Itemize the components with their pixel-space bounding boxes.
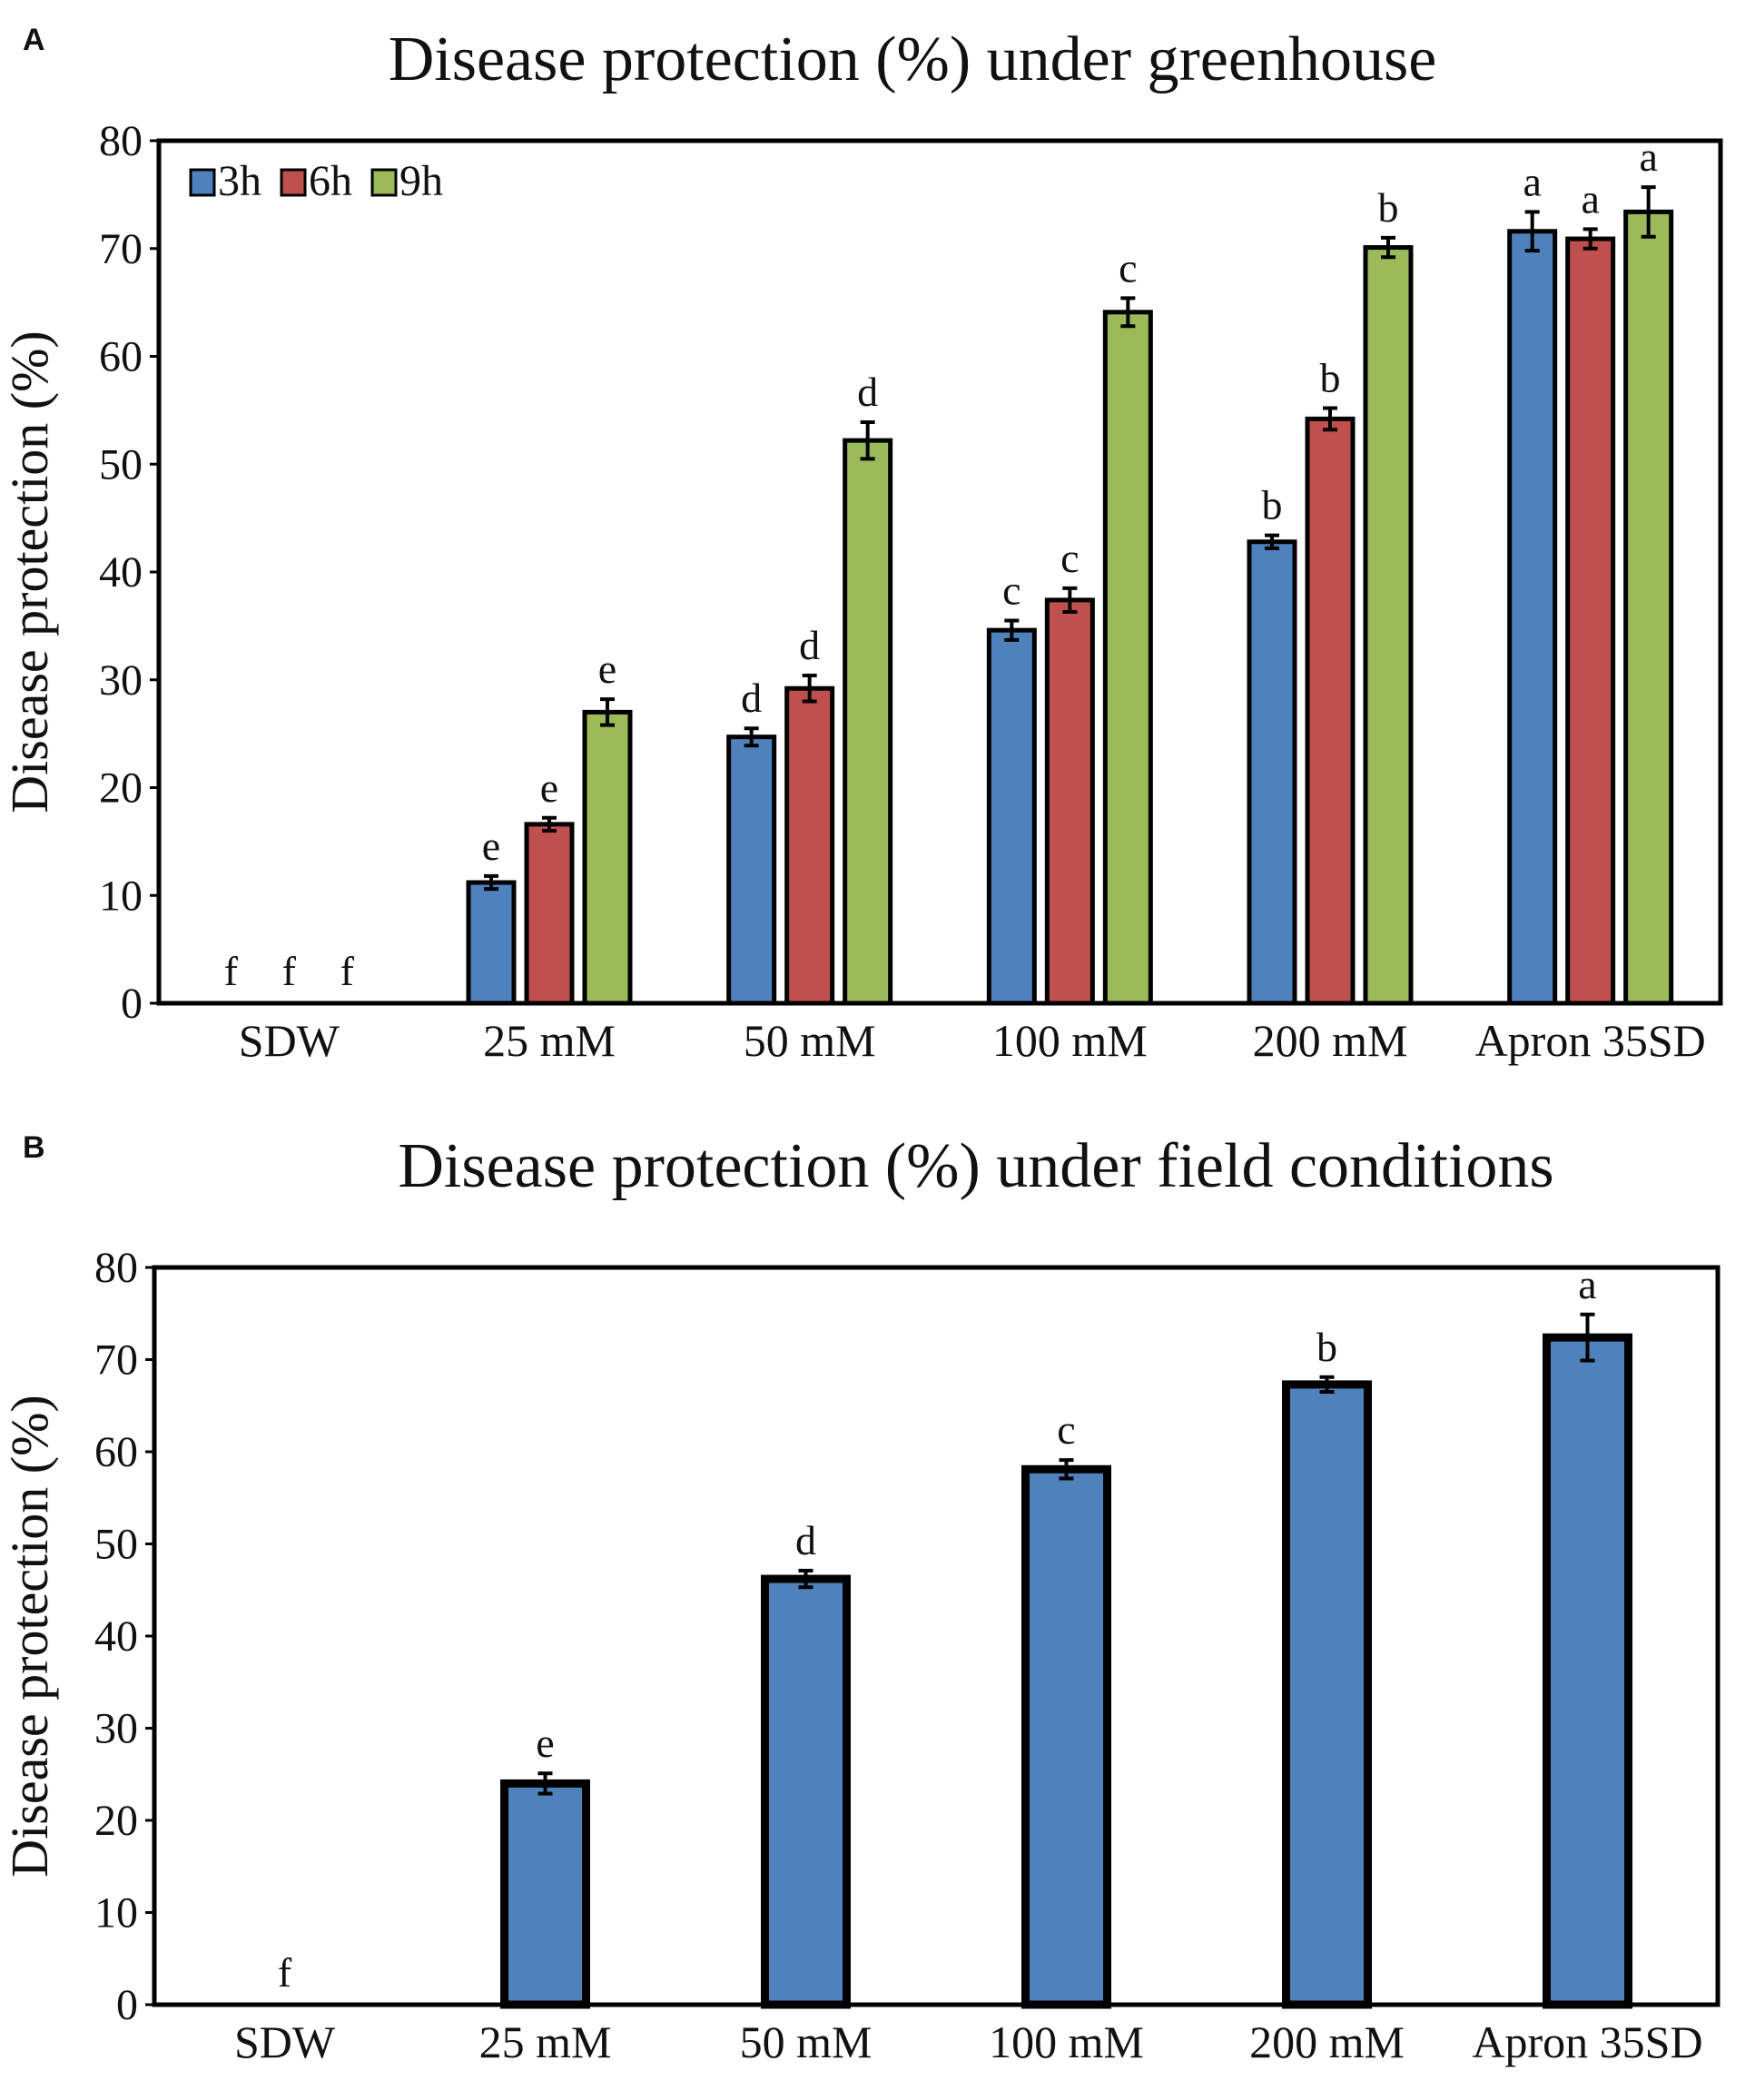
x-tick-label-50-mm: 50 mM	[744, 1015, 876, 1066]
y-tick-label: 30	[94, 1705, 138, 1753]
significance-letter: d	[795, 1517, 816, 1563]
legend: 3h 6h 9h	[189, 157, 443, 205]
y-tick-label: 70	[99, 225, 143, 273]
x-tick-label-sdw: SDW	[234, 2016, 336, 2067]
y-tick-label: 10	[99, 872, 143, 920]
y-tick-label: 0	[116, 1981, 138, 2029]
bar-3h-50-mm	[726, 735, 777, 1006]
x-tick-label-50-mm: 50 mM	[740, 2016, 873, 2067]
plot-frame	[152, 1265, 1720, 2007]
y-tick-label: 20	[94, 1797, 138, 1845]
y-tick-label: 70	[94, 1336, 138, 1385]
bar-6h-100-mm	[1044, 597, 1095, 1006]
y-tick-label: 50	[99, 440, 143, 488]
bar-6h-25-mm	[524, 822, 575, 1006]
bar-9h-apron-35sd	[1623, 209, 1674, 1006]
x-tick-label-100-mm: 100 mM	[992, 1015, 1148, 1066]
panel-letter: A	[23, 23, 45, 57]
legend-label-9h: 9h	[399, 157, 443, 205]
y-tick-label: 0	[121, 980, 143, 1028]
legend-swatch-6h	[280, 168, 307, 197]
bar-9h-100-mm	[1102, 310, 1153, 1006]
significance-letter: c	[1119, 244, 1137, 291]
x-tick-label-200-mm: 200 mM	[1249, 2016, 1405, 2067]
bar-6h-200-mm	[1305, 416, 1356, 1006]
significance-letter: a	[1523, 158, 1541, 204]
y-tick-label: 60	[94, 1428, 138, 1476]
bar-3h-apron-35sd	[1507, 229, 1558, 1006]
y-tick-label: 20	[99, 764, 143, 813]
bar-3h-200-mm	[1247, 539, 1297, 1006]
chart-title: Disease protection (%) under greenhouse	[389, 25, 1437, 94]
significance-letter: c	[1060, 535, 1079, 581]
panel-b-field-chart: B Disease protection (%) under field cond…	[0, 1126, 1755, 2100]
bar-disease-protection-200-mm	[1282, 1380, 1372, 2009]
y-axis-label: Disease protection (%)	[0, 1395, 59, 1877]
field-chart-svg: B Disease protection (%) under field cond…	[0, 1130, 1720, 2067]
significance-letter: a	[1639, 133, 1657, 180]
y-tick-label: 40	[94, 1612, 138, 1661]
y-tick-label: 10	[94, 1889, 138, 1937]
y-tick-label: 80	[99, 117, 143, 165]
significance-letter: f	[278, 1949, 292, 1996]
x-tick-label-100-mm: 100 mM	[989, 2016, 1144, 2067]
x-tick-label-200-mm: 200 mM	[1253, 1015, 1408, 1066]
legend-label-6h: 6h	[309, 157, 352, 205]
y-tick-label: 50	[94, 1521, 138, 1569]
significance-letter: d	[857, 369, 878, 415]
significance-letter: d	[799, 622, 820, 668]
legend-swatch-9h	[370, 168, 398, 197]
significance-letter: b	[1262, 482, 1283, 528]
x-tick-label-25-mm: 25 mM	[483, 1015, 616, 1066]
bar-3h-100-mm	[986, 627, 1037, 1006]
significance-letter: e	[482, 823, 500, 869]
bar-disease-protection-100-mm	[1021, 1464, 1111, 2009]
bar-9h-50-mm	[843, 438, 893, 1006]
bar-9h-200-mm	[1363, 245, 1414, 1006]
y-tick-label: 30	[99, 656, 143, 705]
panel-a-greenhouse-chart: A Disease protection (%) under greenhouse…	[0, 23, 1723, 1066]
significance-letter: f	[224, 948, 239, 994]
significance-letter: a	[1581, 175, 1599, 222]
significance-letter: d	[741, 675, 762, 721]
chart-title: Disease protection (%) under field condi…	[398, 1131, 1553, 1201]
x-tick-label-apron-35sd: Apron 35SD	[1472, 2016, 1702, 2067]
legend-swatch-3h	[189, 168, 216, 197]
significance-letter: c	[1057, 1406, 1075, 1453]
significance-letter: a	[1578, 1261, 1596, 1307]
significance-letter: f	[282, 948, 297, 994]
significance-letter: b	[1316, 1324, 1337, 1370]
bar-6h-apron-35sd	[1565, 236, 1616, 1006]
plot-frame	[156, 138, 1723, 1006]
y-tick-label: 40	[99, 548, 143, 596]
y-tick-label: 80	[94, 1244, 138, 1292]
x-tick-label-apron-35sd: Apron 35SD	[1475, 1015, 1706, 1066]
bar-3h-25-mm	[466, 880, 517, 1006]
significance-letter: c	[1002, 567, 1020, 613]
significance-letter: e	[598, 646, 616, 692]
bar-disease-protection-50-mm	[761, 1574, 851, 2009]
panel-letter: B	[23, 1130, 45, 1165]
legend-label-3h: 3h	[218, 157, 261, 205]
significance-letter: e	[540, 764, 558, 811]
significance-letter: f	[340, 948, 355, 994]
x-tick-label-25-mm: 25 mM	[479, 2016, 612, 2067]
significance-letter: e	[536, 1720, 554, 1766]
significance-letter: b	[1378, 184, 1399, 231]
bar-disease-protection-apron-35sd	[1543, 1333, 1632, 2009]
y-axis-label: Disease protection (%)	[0, 330, 59, 813]
greenhouse-chart-svg: A Disease protection (%) under greenhouse…	[0, 23, 1723, 1066]
bar-6h-50-mm	[784, 685, 835, 1006]
y-tick-label: 60	[99, 333, 143, 381]
x-tick-label-sdw: SDW	[239, 1015, 340, 1066]
bar-disease-protection-25-mm	[500, 1779, 590, 2009]
significance-letter: b	[1320, 355, 1341, 401]
bar-9h-25-mm	[582, 709, 633, 1006]
